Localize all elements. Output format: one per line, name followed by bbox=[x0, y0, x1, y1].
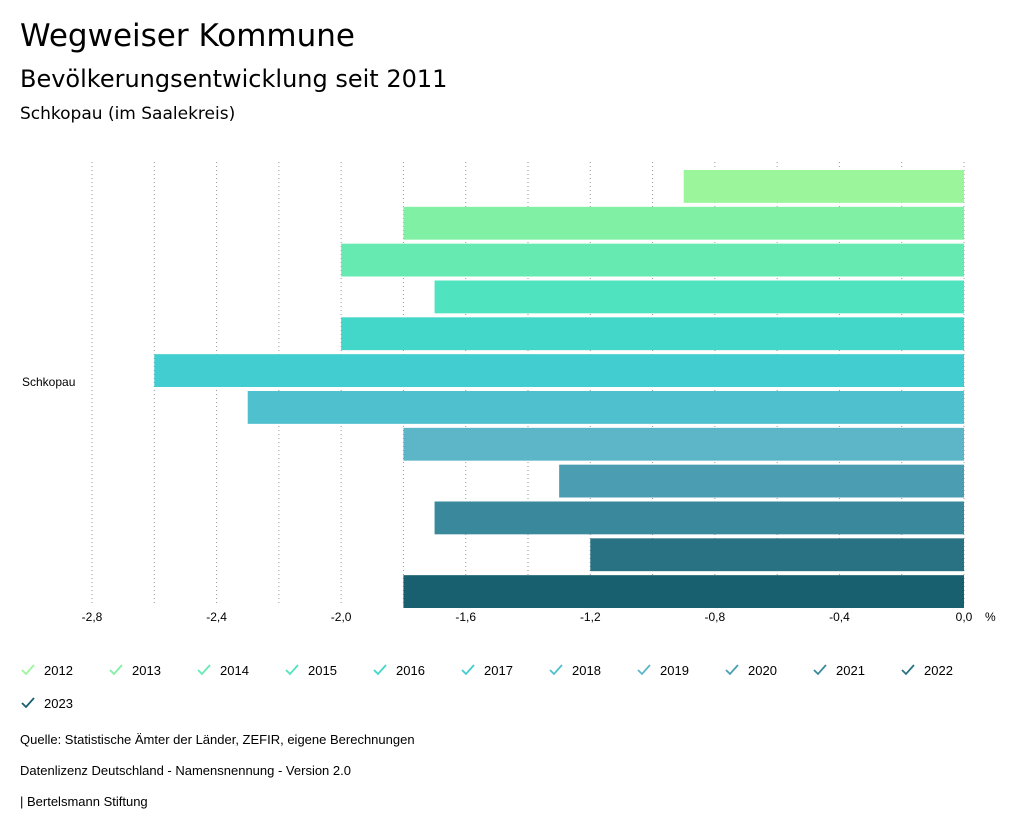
bar-2022[interactable] bbox=[590, 538, 964, 572]
bar-group bbox=[154, 170, 965, 608]
bar-2020[interactable] bbox=[559, 464, 964, 498]
legend-item-2012[interactable]: 2012 bbox=[20, 660, 108, 680]
bar-2017[interactable] bbox=[154, 354, 965, 387]
check-icon bbox=[197, 664, 211, 676]
x-tick-label: -2,0 bbox=[331, 610, 352, 624]
check-icon bbox=[901, 664, 915, 676]
category-label: Schkopau bbox=[22, 375, 75, 389]
legend-item-2018[interactable]: 2018 bbox=[548, 660, 636, 680]
legend-label: 2012 bbox=[44, 662, 73, 678]
check-icon bbox=[637, 664, 651, 676]
check-icon bbox=[21, 697, 35, 709]
check-icon bbox=[461, 664, 475, 676]
bar-chart: -2,8 -2,4 -2,0 -1,6 -1,2 -0,8 -0,4 0,0 Schkopau… bbox=[22, 162, 996, 624]
x-tick-label: -0,8 bbox=[705, 610, 726, 624]
check-icon bbox=[21, 664, 35, 676]
bar-2013[interactable] bbox=[403, 206, 964, 240]
chart-header: Wegweiser Kommune Bevölkerungsentwicklun… bbox=[20, 16, 1000, 126]
footer: Quelle: Statistische Ämter der Länder, Z… bbox=[20, 731, 1000, 824]
x-tick-label: 0,0 bbox=[956, 610, 973, 624]
chart-subtitle: Bevölkerungsentwicklung seit 2011 bbox=[20, 65, 448, 93]
bar-2015[interactable] bbox=[434, 280, 965, 314]
legend-label: 2023 bbox=[44, 695, 73, 711]
x-axis: -2,8 -2,4 -2,0 -1,6 -1,2 -0,8 -0,4 0,0 bbox=[82, 610, 973, 624]
bar-2023[interactable] bbox=[403, 575, 964, 608]
legend-label: 2016 bbox=[396, 662, 425, 678]
bar-2019[interactable] bbox=[403, 427, 964, 461]
legend-item-2014[interactable]: 2014 bbox=[196, 660, 284, 680]
legend-label: 2014 bbox=[220, 662, 249, 678]
bar-2014[interactable] bbox=[341, 243, 965, 277]
check-icon bbox=[813, 664, 827, 676]
legend-item-2019[interactable]: 2019 bbox=[636, 660, 724, 680]
x-tick-label: -1,2 bbox=[580, 610, 601, 624]
legend-label: 2021 bbox=[836, 662, 865, 678]
bar-2021[interactable] bbox=[434, 501, 965, 535]
legend-label: 2020 bbox=[748, 662, 777, 678]
legend-item-2017[interactable]: 2017 bbox=[460, 660, 548, 680]
legend-label: 2018 bbox=[572, 662, 601, 678]
check-icon bbox=[373, 664, 387, 676]
legend-item-2015[interactable]: 2015 bbox=[284, 660, 372, 680]
x-tick-label: -1,6 bbox=[455, 610, 476, 624]
source-note: Quelle: Statistische Ämter der Länder, Z… bbox=[20, 732, 415, 747]
x-tick-label: -0,4 bbox=[829, 610, 850, 624]
legend-label: 2022 bbox=[924, 662, 953, 678]
legend-item-2016[interactable]: 2016 bbox=[372, 660, 460, 680]
legend-label: 2015 bbox=[308, 662, 337, 678]
legend-item-2020[interactable]: 2020 bbox=[724, 660, 812, 680]
bar-2018[interactable] bbox=[247, 391, 964, 424]
region-label: Schkopau (im Saalekreis) bbox=[20, 104, 236, 124]
check-icon bbox=[549, 664, 563, 676]
x-tick-label: -2,8 bbox=[82, 610, 103, 624]
check-icon bbox=[109, 664, 123, 676]
check-icon bbox=[725, 664, 739, 676]
publisher-note: | Bertelsmann Stiftung bbox=[20, 794, 148, 809]
legend-label: 2017 bbox=[484, 662, 513, 678]
chart-title: Wegweiser Kommune bbox=[20, 18, 355, 54]
legend: 2012 2013 2014 2015 2016 2017 2018 2019 2020 2021… bbox=[20, 660, 1000, 713]
legend-label: 2019 bbox=[660, 662, 689, 678]
legend-item-2022[interactable]: 2022 bbox=[900, 660, 988, 680]
bar-2016[interactable] bbox=[341, 317, 965, 351]
legend-item-2021[interactable]: 2021 bbox=[812, 660, 900, 680]
check-icon bbox=[285, 664, 299, 676]
bar-2012[interactable] bbox=[683, 170, 964, 203]
legend-item-2013[interactable]: 2013 bbox=[108, 660, 196, 680]
license-note: Datenlizenz Deutschland - Namensnennung … bbox=[20, 763, 351, 778]
x-tick-label: -2,4 bbox=[206, 610, 227, 624]
x-axis-unit-label: % bbox=[985, 610, 996, 624]
legend-label: 2013 bbox=[132, 662, 161, 678]
legend-item-2023[interactable]: 2023 bbox=[20, 693, 108, 713]
